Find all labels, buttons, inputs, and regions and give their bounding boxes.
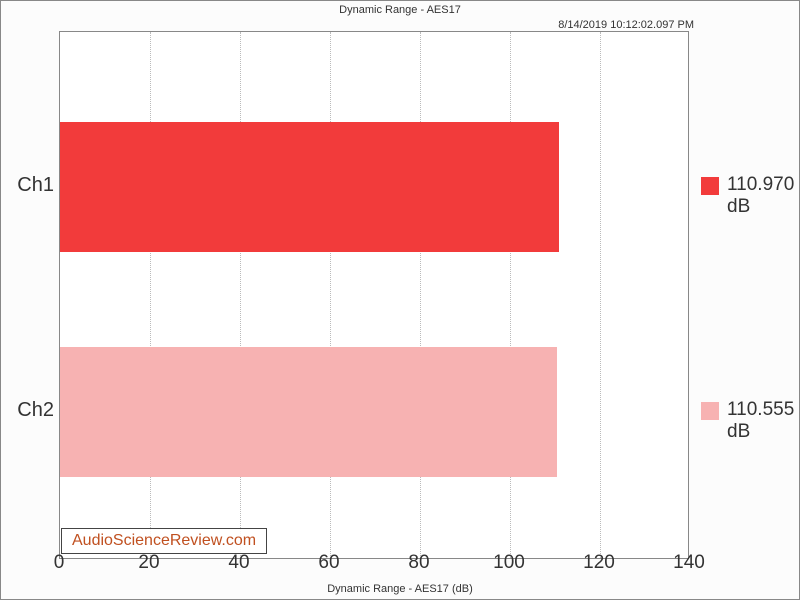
gridline xyxy=(330,32,331,558)
gridline xyxy=(510,32,511,558)
x-tick-label: 80 xyxy=(408,552,429,574)
x-tick-label: 60 xyxy=(318,552,339,574)
chart-title: Dynamic Range - AES17 xyxy=(1,4,799,16)
watermark-label: AudioScienceReview.com xyxy=(61,528,267,554)
x-tick-label: 40 xyxy=(228,552,249,574)
y-category-label: Ch2 xyxy=(9,399,54,422)
bar-ch1 xyxy=(60,122,559,252)
bar-ch2 xyxy=(60,347,557,477)
legend-value: 110.555 dB xyxy=(727,399,799,443)
gridline xyxy=(150,32,151,558)
plot-area xyxy=(59,31,689,559)
gridline xyxy=(600,32,601,558)
y-category-label: Ch1 xyxy=(9,174,54,197)
gridline xyxy=(240,32,241,558)
chart-container: Dynamic Range - AES17 8/14/2019 10:12:02… xyxy=(0,0,800,600)
legend-value: 110.970 dB xyxy=(727,174,799,218)
x-tick-label: 0 xyxy=(54,552,65,574)
x-tick-label: 120 xyxy=(583,552,615,574)
x-tick-label: 100 xyxy=(493,552,525,574)
legend-swatch xyxy=(701,177,719,195)
x-axis-label: Dynamic Range - AES17 (dB) xyxy=(1,583,799,595)
gridline xyxy=(420,32,421,558)
x-tick-label: 140 xyxy=(673,552,705,574)
timestamp: 8/14/2019 10:12:02.097 PM xyxy=(558,19,694,31)
legend-swatch xyxy=(701,402,719,420)
x-tick-label: 20 xyxy=(138,552,159,574)
